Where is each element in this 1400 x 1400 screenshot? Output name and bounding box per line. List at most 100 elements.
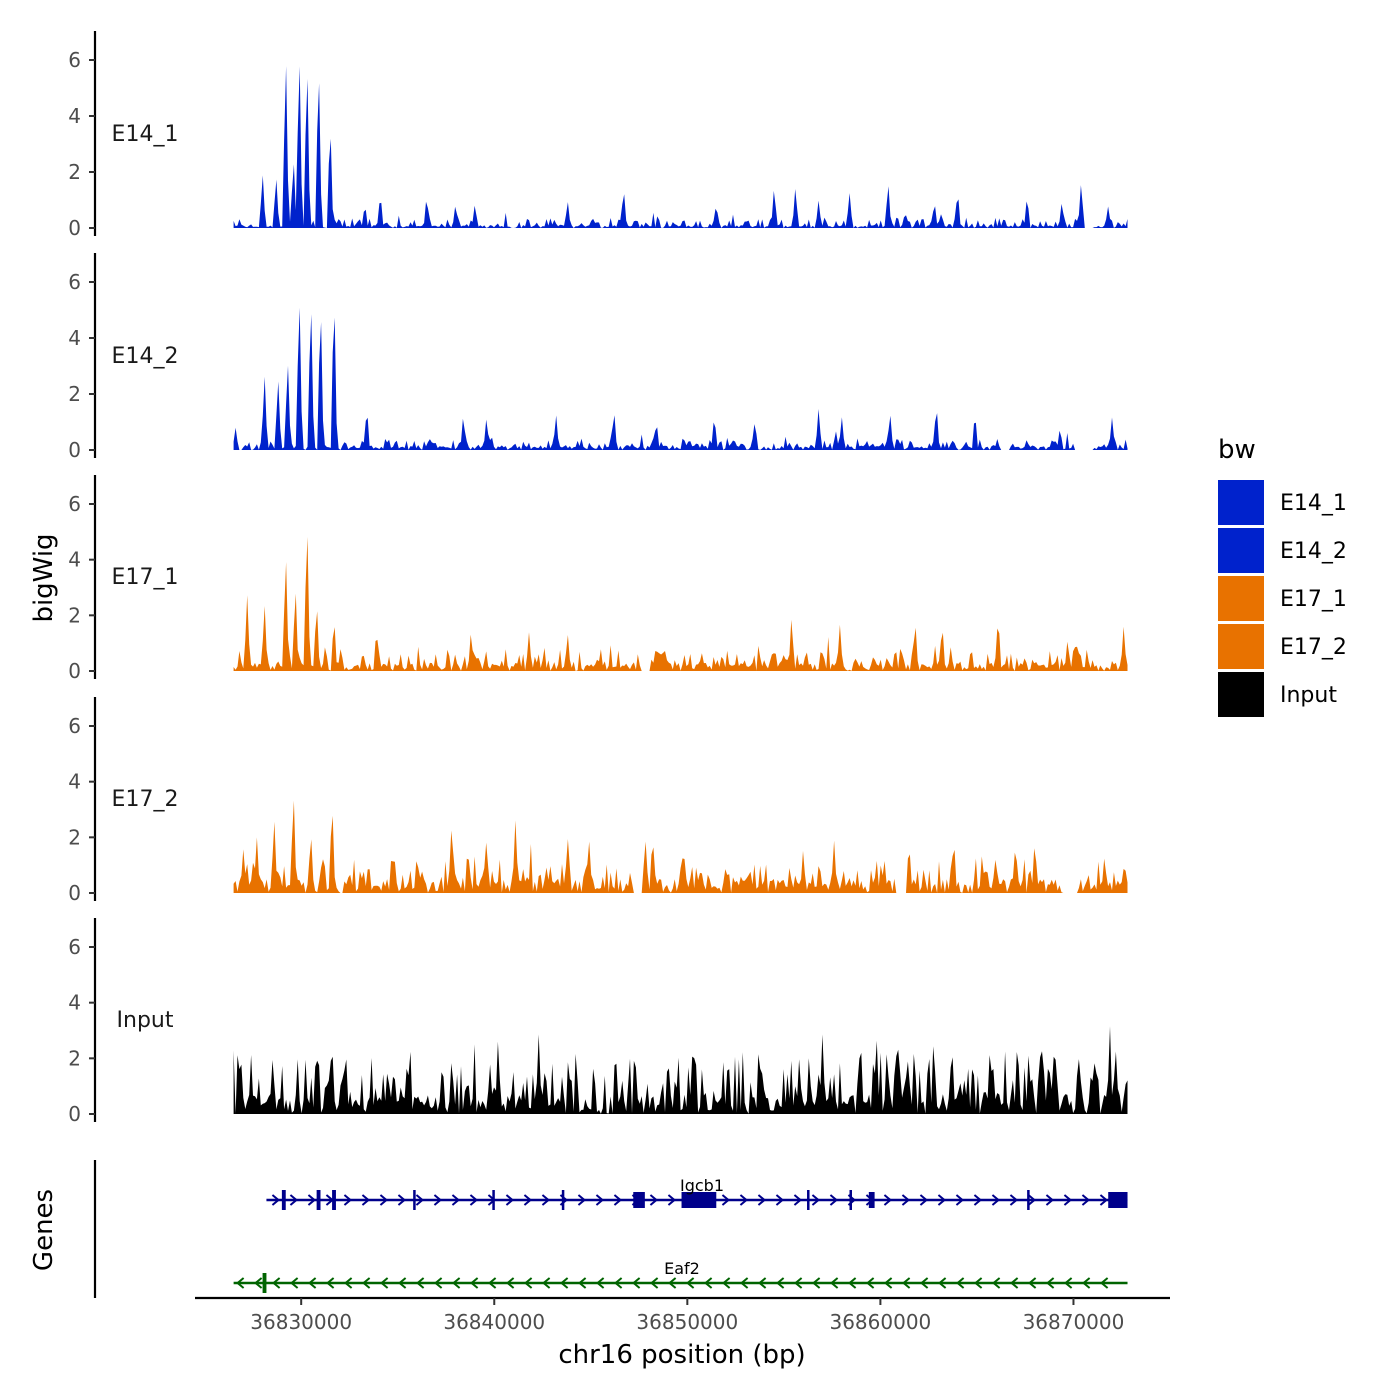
strand-arrow	[1081, 1194, 1090, 1206]
track-E17_1: 0 2 4 6 E17_1	[68, 475, 1128, 683]
legend: E14_1 E14_2 E17_1 E17_2 Input	[1218, 480, 1347, 717]
strand-arrow	[884, 1277, 893, 1289]
y-tick-label: 2	[68, 603, 81, 627]
y-tick-label: 6	[68, 714, 81, 738]
track-label: E14_2	[112, 344, 179, 369]
strand-arrow	[613, 1194, 622, 1206]
strand-arrow	[632, 1277, 641, 1289]
strand-arrow	[1082, 1277, 1091, 1289]
legend-label-E14_2: E14_2	[1280, 539, 1347, 564]
strand-arrow	[451, 1194, 460, 1206]
legend-label-E17_2: E17_2	[1280, 635, 1347, 660]
exon	[1027, 1190, 1030, 1210]
signal-area-E14_2	[233, 307, 1128, 450]
exon	[849, 1190, 853, 1210]
strand-arrow	[650, 1277, 659, 1289]
strand-arrow	[1010, 1277, 1019, 1289]
legend-label-E17_1: E17_1	[1280, 587, 1347, 612]
strand-arrow	[830, 1277, 839, 1289]
y-tick-label: 6	[68, 492, 81, 516]
x-tick-label: 36830000	[250, 1310, 352, 1334]
strand-arrow	[920, 1277, 929, 1289]
gene-track: Igcb1 Eaf2	[93, 1160, 1128, 1298]
strand-arrow	[415, 1194, 424, 1206]
x-tick-label: 36870000	[1023, 1310, 1125, 1334]
strand-arrow	[271, 1194, 280, 1206]
strand-arrow	[290, 1277, 299, 1289]
legend-title: bw	[1218, 435, 1256, 465]
strand-arrow	[829, 1194, 838, 1206]
strand-arrow	[919, 1194, 928, 1206]
x-tick-label: 36840000	[443, 1310, 545, 1334]
x-axis-title: chr16 position (bp)	[558, 1340, 805, 1370]
strand-arrow	[254, 1277, 263, 1289]
track-label: E17_1	[112, 565, 179, 590]
y-tick-label: 2	[68, 825, 81, 849]
strand-arrow	[1045, 1194, 1054, 1206]
x-tick-label: 36860000	[829, 1310, 931, 1334]
strand-arrow	[776, 1277, 785, 1289]
track-label: E17_2	[112, 787, 179, 812]
strand-arrow	[1099, 1194, 1108, 1206]
exon	[332, 1190, 336, 1210]
strand-arrow	[938, 1277, 947, 1289]
y-tick-label: 0	[68, 438, 81, 462]
strand-arrow	[793, 1194, 802, 1206]
strand-arrow	[307, 1194, 316, 1206]
strand-arrow	[1027, 1194, 1036, 1206]
legend-swatch-E14_2	[1218, 528, 1264, 573]
strand-arrow	[433, 1194, 442, 1206]
strand-arrow	[956, 1277, 965, 1289]
y-tick-label: 4	[68, 104, 81, 128]
track-label: E14_1	[112, 122, 179, 147]
exon	[1108, 1192, 1128, 1208]
strand-arrow	[758, 1277, 767, 1289]
strand-arrow	[416, 1277, 425, 1289]
legend-swatch-E14_1	[1218, 480, 1264, 525]
strand-arrow	[649, 1194, 658, 1206]
strand-arrow	[739, 1194, 748, 1206]
legend-swatch-E17_1	[1218, 576, 1264, 621]
legend-label-E14_1: E14_1	[1280, 491, 1347, 516]
strand-arrow	[973, 1194, 982, 1206]
strand-arrow	[236, 1277, 245, 1289]
signal-area-E17_1	[233, 536, 1128, 671]
exon	[561, 1190, 565, 1210]
y-tick-label: 4	[68, 770, 81, 794]
strand-arrow	[1009, 1194, 1018, 1206]
strand-arrow	[1028, 1277, 1037, 1289]
x-axis: 36830000 36840000 36850000 36860000 36870000	[195, 1296, 1170, 1334]
y-tick-label: 6	[68, 935, 81, 959]
strand-arrow	[902, 1277, 911, 1289]
strand-arrow	[326, 1277, 335, 1289]
strand-arrow	[937, 1194, 946, 1206]
legend-swatch-Input	[1218, 672, 1264, 717]
strand-arrow	[811, 1194, 820, 1206]
strand-arrow	[541, 1194, 550, 1206]
y-tick-label: 2	[68, 382, 81, 406]
exon	[281, 1190, 286, 1210]
strand-arrow	[1100, 1277, 1109, 1289]
strand-arrow	[667, 1194, 676, 1206]
exon	[413, 1190, 416, 1210]
gene-Igcb1: Igcb1	[266, 1176, 1128, 1210]
strand-arrow	[596, 1277, 605, 1289]
x-tick-label: 36850000	[636, 1310, 738, 1334]
strand-arrow	[272, 1277, 281, 1289]
strand-arrow	[560, 1277, 569, 1289]
strand-arrow	[740, 1277, 749, 1289]
strand-arrow	[397, 1194, 406, 1206]
strand-arrow	[1063, 1194, 1072, 1206]
strand-arrow	[343, 1194, 352, 1206]
strand-arrow	[722, 1277, 731, 1289]
strand-arrow	[1064, 1277, 1073, 1289]
exon	[807, 1190, 810, 1210]
gene-name-label: Igcb1	[680, 1176, 724, 1195]
strand-arrow	[704, 1277, 713, 1289]
exon	[633, 1192, 645, 1208]
strand-arrow	[577, 1194, 586, 1206]
genes-axis-title: Genes	[29, 1189, 59, 1271]
gene-Eaf2: Eaf2	[233, 1259, 1128, 1293]
strand-arrow	[775, 1194, 784, 1206]
strand-arrow	[308, 1277, 317, 1289]
